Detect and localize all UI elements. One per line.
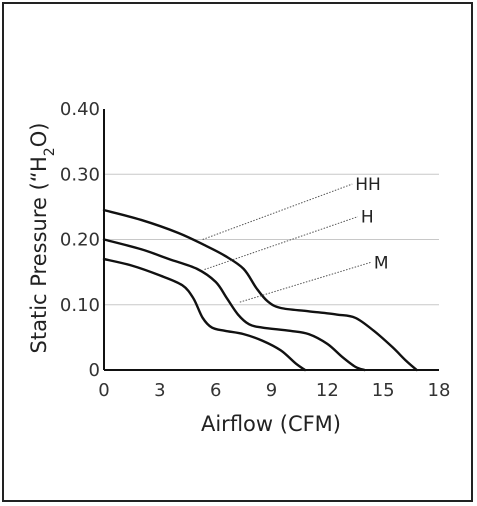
x-tick-label: 0 (98, 380, 109, 401)
chart-frame (2, 2, 473, 502)
series-line-m (102, 257, 307, 372)
x-tick-label: 3 (154, 380, 165, 401)
x-tick-label: 18 (428, 380, 451, 401)
series-line-h (102, 238, 366, 372)
x-tick-label: 15 (372, 380, 395, 401)
x-axis-title: Airflow (CFM) (201, 412, 341, 436)
y-tick-label: 0.30 (60, 164, 100, 185)
x-tick-label: 12 (316, 380, 339, 401)
y-tick-label: 0.20 (60, 230, 100, 251)
series-line-hh (102, 208, 418, 372)
y-tick-label: 0.10 (60, 295, 100, 316)
x-tick-label: 9 (266, 380, 277, 401)
series-label-h: H (361, 208, 374, 228)
series-lines (102, 208, 418, 372)
grid (104, 173, 439, 306)
y-tick-label: 0.40 (60, 99, 100, 120)
y-tick-label: 0 (89, 360, 100, 381)
leader-line-hh (202, 183, 353, 240)
series-label-m: M (374, 253, 389, 273)
x-tick-label: 6 (210, 380, 221, 401)
series-label-hh: HH (355, 175, 381, 195)
tick-labels: 0 0.10 0.20 0.30 0.40 0 3 6 9 12 15 18 (60, 99, 451, 401)
y-axis-title: Static Pressure (“H2O) (27, 123, 58, 354)
leader-line-m (239, 261, 372, 303)
leader-line-h (204, 216, 358, 270)
